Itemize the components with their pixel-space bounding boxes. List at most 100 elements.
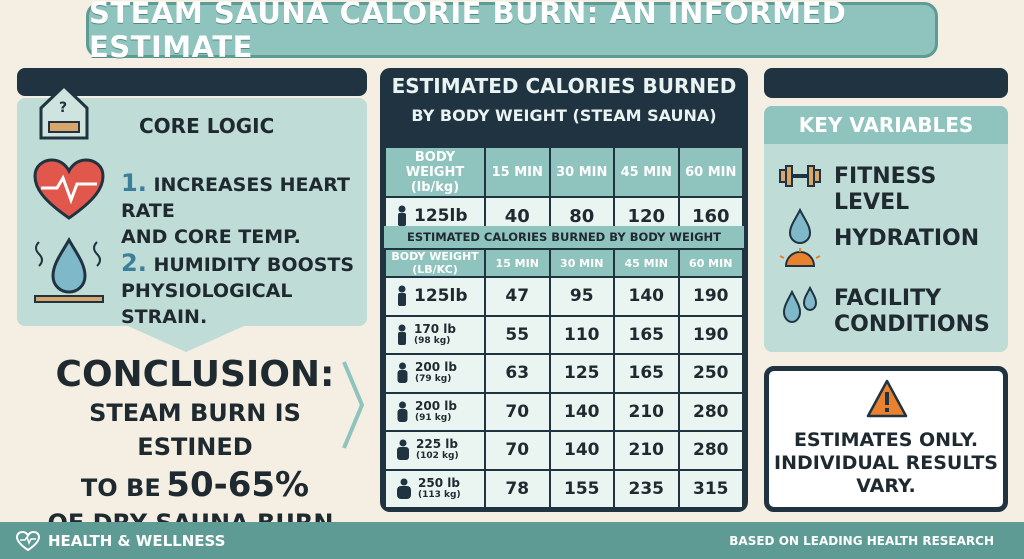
weight-kg: (98 kg): [414, 335, 451, 346]
value-cell: 250: [677, 353, 744, 394]
point-1-line2: AND CORE TEMP.: [121, 226, 301, 248]
table-row: 125lb 47 95 140 190: [384, 276, 744, 317]
var-hydration: HYDRATION: [834, 226, 980, 251]
weight-kg: (102 kg): [416, 451, 459, 462]
weight-cell: 170 lb (98 kg): [384, 314, 486, 355]
weight-kg: (79 kg): [415, 374, 452, 385]
disclaimer-line2: INDIVIDUAL RESULTS: [774, 452, 998, 474]
weight-cell: 200 lb (79 kg): [384, 353, 486, 394]
header-30: 30 MIN: [548, 146, 615, 198]
value-cell: 70: [484, 391, 551, 432]
value-cell: 280: [677, 391, 744, 432]
person-icon: [397, 401, 408, 422]
table-1-header-row: BODY WEIGHT (lb/kg) 15 MIN 30 MIN 45 MIN…: [384, 146, 744, 198]
header-45: 45 MIN: [613, 146, 680, 198]
water-drop-sun-icon: [779, 208, 821, 267]
logic-point-2: 2. HUMIDITY BOOSTS PHYSIOLOGICAL STRAIN.: [121, 250, 367, 330]
table-row: 225 lb (102 kg) 70 140 210 280: [384, 430, 744, 471]
header-15-2: 15 MIN: [484, 248, 551, 278]
value-cell: 190: [677, 314, 744, 355]
value-cell: 165: [613, 353, 680, 394]
value-cell: 140: [613, 276, 680, 317]
var-facility-line2: CONDITIONS: [834, 312, 990, 337]
value-cell: 70: [484, 430, 551, 471]
conclusion-line-1: STEAM BURN IS ESTINED: [89, 399, 301, 461]
weight-kg: (91 kg): [415, 412, 452, 423]
sauna-house-icon: ?: [39, 83, 89, 140]
header-15: 15 MIN: [484, 146, 551, 198]
table-row: 200 lb (91 kg) 70 140 210 280: [384, 391, 744, 432]
disclaimer-line3: VARY.: [856, 475, 916, 497]
value-cell: 210: [613, 430, 680, 471]
var-facility-conditions: FACILITY CONDITIONS: [834, 286, 990, 338]
weight-cell: 125lb: [384, 276, 486, 317]
table-row: 250 lb (113 kg) 78 155 235 315: [384, 468, 744, 509]
table-title-2: BY BODY WEIGHT (STEAM SAUNA): [411, 106, 717, 125]
weight-lb: 225 lb: [416, 437, 458, 452]
person-icon: [397, 478, 411, 499]
svg-text:?: ?: [59, 100, 67, 116]
weight-cell: 225 lb (102 kg): [384, 430, 486, 471]
header-60: 60 MIN: [677, 146, 744, 198]
point-2-line2: PHYSIOLOGICAL STRAIN.: [121, 280, 293, 328]
down-arrow-shape: [128, 326, 244, 352]
weight-lb: 200 lb: [415, 398, 457, 413]
footer-left: HEALTH & WELLNESS: [16, 530, 226, 551]
value-cell: 78: [484, 468, 551, 509]
key-variables-title: KEY VARIABLES: [764, 106, 1008, 144]
footer-bar: HEALTH & WELLNESS BASED ON LEADING HEALT…: [0, 522, 1024, 559]
chevron-right-icon: [342, 361, 364, 449]
core-logic-panel: ? CORE LOGIC 1. INCREASES HEART RATE AND…: [17, 83, 367, 328]
table-row: 170 lb (98 kg) 55 110 165 190: [384, 314, 744, 355]
value-cell: 235: [613, 468, 680, 509]
value-cell: 47: [484, 276, 551, 317]
person-icon: [397, 362, 408, 384]
footer-left-label: HEALTH & WELLNESS: [48, 531, 226, 550]
logic-point-1: 1. INCREASES HEART RATE AND CORE TEMP.: [121, 170, 367, 250]
conclusion-line-2: TO BE 50-65%: [30, 464, 360, 506]
value-cell: 210: [613, 391, 680, 432]
table-2-title: ESTIMATED CALORIES BURNED BY BODY WEIGHT…: [384, 226, 744, 266]
value-cell: 190: [677, 276, 744, 317]
point-1-line1: INCREASES HEART RATE: [121, 174, 350, 222]
person-icon: [398, 285, 406, 307]
title-banner: STEAM SAUNA CALORIE BURN: AN INFORMED ES…: [86, 0, 938, 64]
header-weight-2: BODY WEIGHT (LB/KC): [384, 248, 486, 278]
page-title: STEAM SAUNA CALORIE BURN: AN INFORMED ES…: [89, 0, 847, 64]
table-2-header-row: BODY WEIGHT (LB/KC) 15 MIN 30 MIN 45 MIN…: [384, 248, 744, 278]
value-cell: 315: [677, 468, 744, 509]
conclusion-percentage: 50-65%: [166, 465, 310, 505]
value-cell: 165: [613, 314, 680, 355]
table-title-1: ESTIMATED CALORIES BURNED: [391, 74, 737, 98]
heart-pulse-icon: [16, 530, 40, 551]
value-cell: 140: [548, 430, 615, 471]
weight-kg: (113 kg): [418, 489, 461, 500]
core-logic-title: CORE LOGIC: [139, 114, 275, 138]
value-cell: 110: [548, 314, 615, 355]
value-cell: 95: [548, 276, 615, 317]
value-cell: 63: [484, 353, 551, 394]
conclusion-block: CONCLUSION: STEAM BURN IS ESTINED TO BE …: [30, 354, 360, 540]
person-icon: [398, 324, 406, 345]
weight-cell: 200 lb (91 kg): [384, 391, 486, 432]
calorie-table-panel: ESTIMATED CALORIES BURNED BY BODY WEIGHT…: [380, 68, 748, 512]
point-2-number: 2.: [121, 249, 147, 277]
person-icon: [398, 205, 406, 226]
value-cell: 55: [484, 314, 551, 355]
weight-lb: 250 lb: [418, 475, 460, 490]
disclaimer-line1: ESTIMATES ONLY.: [793, 429, 979, 451]
conclusion-title: CONCLUSION:: [55, 354, 335, 395]
water-drops-icon: [782, 286, 818, 324]
var-facility-line1: FACILITY: [834, 286, 942, 311]
point-1-number: 1.: [121, 169, 147, 197]
header-60-2: 60 MIN: [677, 248, 744, 278]
weight-label: 125lb: [414, 286, 468, 307]
value-cell: 140: [548, 391, 615, 432]
disclaimer-box: ESTIMATES ONLY. INDIVIDUAL RESULTS VARY.: [764, 366, 1008, 512]
header-30-2: 30 MIN: [548, 248, 615, 278]
dumbbell-icon: [779, 165, 821, 187]
disclaimer-text: ESTIMATES ONLY. INDIVIDUAL RESULTS VARY.: [769, 429, 1003, 498]
value-cell: 155: [548, 468, 615, 509]
left-top-bar: [17, 68, 367, 96]
calorie-table-2: BODY WEIGHT (LB/KC) 15 MIN 30 MIN 45 MIN…: [384, 248, 744, 509]
